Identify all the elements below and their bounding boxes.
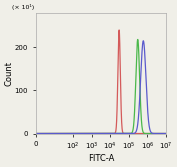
Text: (× 10¹): (× 10¹) (12, 4, 35, 10)
Y-axis label: Count: Count (4, 61, 13, 86)
X-axis label: FITC-A: FITC-A (88, 154, 114, 163)
